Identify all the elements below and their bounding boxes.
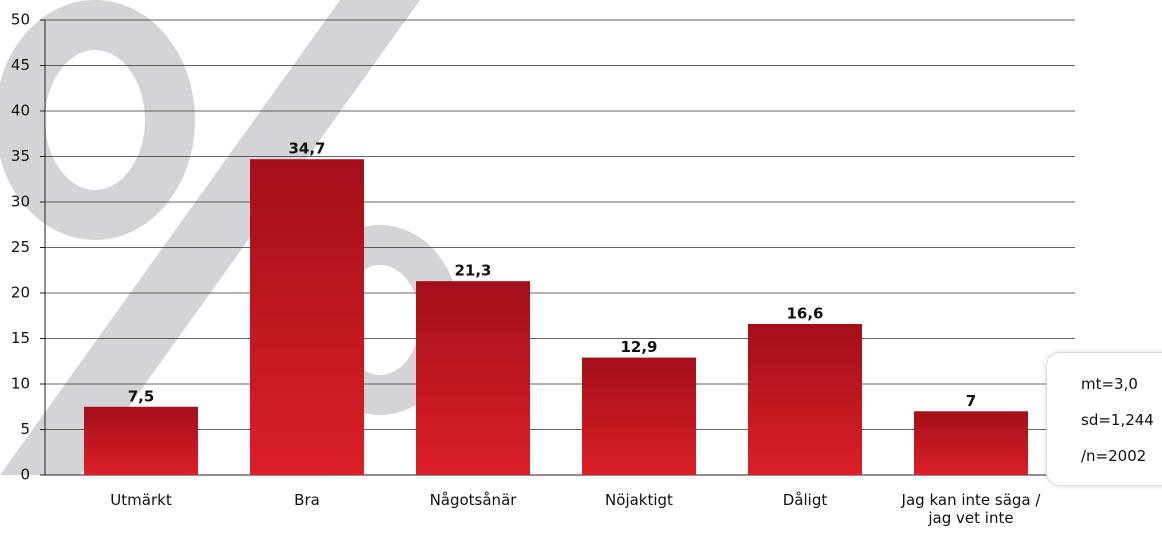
bar	[748, 323, 862, 475]
y-tick-label: 15	[11, 329, 30, 347]
x-tick-label: Jag kan inte säga / jag vet inte	[901, 491, 1041, 527]
x-tick-label: Dåligt	[782, 491, 828, 509]
bar	[582, 357, 696, 475]
stat-text: sd=1,244	[1081, 411, 1154, 429]
value-label: 21,3	[454, 262, 491, 280]
y-tick-label: 30	[11, 193, 30, 211]
bar	[416, 281, 530, 475]
y-tick-label: 10	[11, 375, 30, 393]
y-tick-label: 40	[11, 102, 30, 120]
value-label: 16,6	[786, 304, 823, 322]
value-label: 12,9	[620, 338, 657, 356]
watermark	[0, 0, 460, 475]
y-tick-label: 45	[11, 56, 30, 74]
bar	[914, 411, 1028, 475]
y-tick-label: 20	[11, 284, 30, 302]
x-tick-label: Nöjaktigt	[605, 491, 673, 509]
value-label: 7,5	[128, 387, 155, 405]
x-tick-label: Utmärkt	[110, 491, 172, 509]
y-tick-label: 5	[20, 420, 30, 438]
stats-box: mt=3,0 sd=1,244 /n=2002	[1046, 352, 1162, 486]
stat-text: mt=3,0	[1081, 375, 1138, 393]
y-tick-label: 25	[11, 238, 30, 256]
bar	[84, 406, 198, 475]
value-label: 34,7	[288, 140, 325, 158]
x-tick-label: Bra	[294, 491, 320, 509]
y-tick-label: 0	[20, 466, 30, 484]
stat-text: /n=2002	[1081, 447, 1147, 465]
y-tick-label: 35	[11, 147, 30, 165]
x-tick-label: Någotsånär	[429, 491, 517, 509]
value-label: 7	[966, 392, 976, 410]
bar	[250, 159, 364, 476]
y-tick-label: 50	[11, 11, 30, 29]
